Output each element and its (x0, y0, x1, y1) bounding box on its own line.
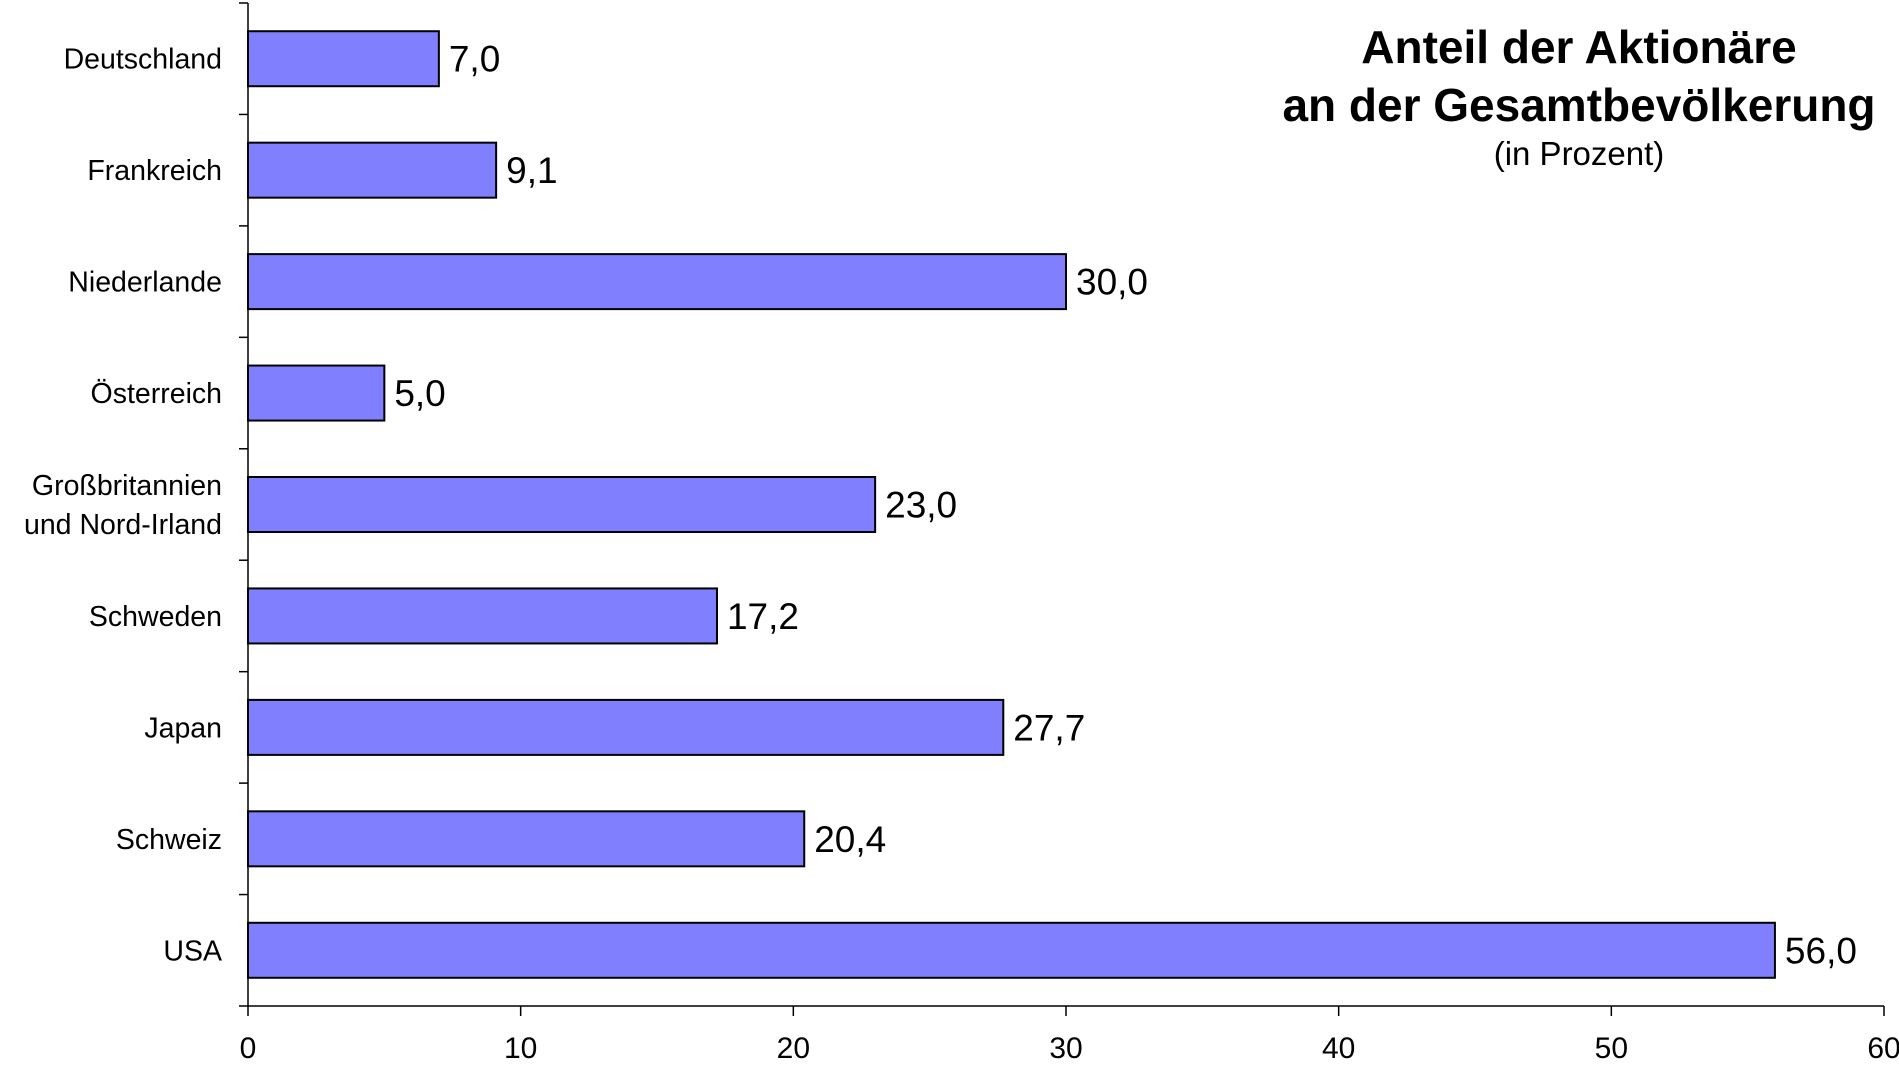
category-label: Schweiz (116, 824, 222, 856)
x-tick-label: 50 (1595, 1032, 1628, 1065)
category-label: und Nord-Irland (24, 509, 222, 541)
bar (247, 364, 386, 422)
category-label: Deutschland (64, 44, 222, 76)
category-label: Frankreich (87, 155, 222, 187)
bar-value-label: 17,2 (727, 596, 799, 637)
chart-title-block: Anteil der Aktionäre an der Gesamtbevölk… (1259, 18, 1899, 174)
category-label: Japan (144, 712, 222, 744)
category-label: Großbritannien (32, 470, 222, 502)
bar (247, 30, 440, 88)
bar-value-label: 23,0 (885, 485, 957, 526)
category-label: Schweden (89, 601, 222, 633)
chart-subtitle: (in Prozent) (1493, 135, 1665, 172)
x-tick-label: 10 (504, 1032, 537, 1065)
bar (247, 253, 1067, 311)
category-label: Österreich (91, 378, 222, 410)
bar-value-label: 27,7 (1013, 707, 1085, 748)
x-tick-label: 30 (1049, 1032, 1082, 1065)
x-tick-label: 20 (777, 1032, 810, 1065)
x-tick-label: 40 (1322, 1032, 1355, 1065)
bar-value-label: 20,4 (814, 819, 886, 860)
bar (247, 810, 806, 868)
category-label: USA (163, 935, 222, 967)
bar-value-label: 30,0 (1076, 262, 1148, 303)
bar (247, 921, 1776, 979)
category-label: Niederlande (68, 267, 222, 299)
x-tick-label: 0 (240, 1032, 257, 1065)
bar-value-label: 56,0 (1785, 930, 1857, 971)
chart-title-line-1: Anteil der Aktionäre (1361, 21, 1797, 73)
bar-value-label: 7,0 (449, 39, 500, 80)
bar-value-label: 5,0 (394, 373, 445, 414)
x-tick-label: 60 (1867, 1032, 1899, 1065)
bar (247, 476, 877, 533)
bar (247, 698, 1005, 756)
bar (247, 141, 498, 199)
bar-value-label: 9,1 (506, 150, 557, 191)
chart-title-line-2: an der Gesamtbevölkerung (1282, 79, 1876, 131)
bar (247, 587, 718, 645)
